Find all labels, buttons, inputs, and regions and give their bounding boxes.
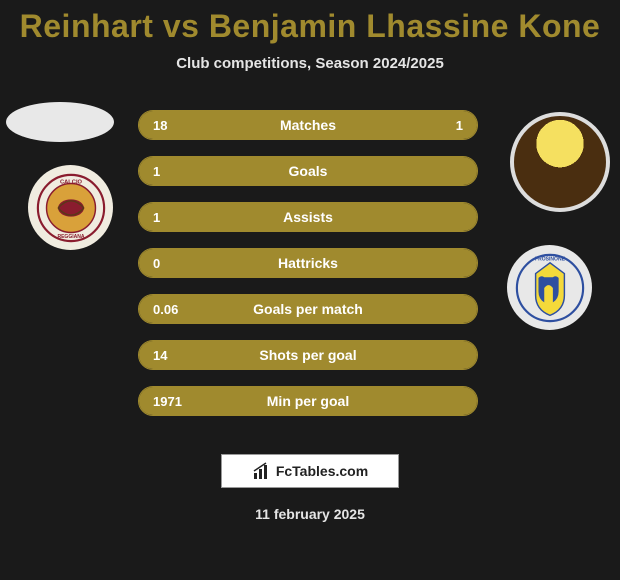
stat-row: 1Goals <box>138 156 478 186</box>
stat-row: 0.06Goals per match <box>138 294 478 324</box>
stat-label: Min per goal <box>139 393 477 409</box>
stat-label: Shots per goal <box>139 347 477 363</box>
reggiana-shield-icon: CALCIO REGGIANA <box>35 172 107 244</box>
stat-row: 18Matches1 <box>138 110 478 140</box>
stat-row: 1Assists <box>138 202 478 232</box>
stat-row: 1971Min per goal <box>138 386 478 416</box>
svg-text:REGGIANA: REGGIANA <box>57 234 84 240</box>
team-left-logo: CALCIO REGGIANA <box>28 165 113 250</box>
page-title: Reinhart vs Benjamin Lhassine Kone <box>0 0 620 45</box>
player-right-avatar <box>510 112 610 212</box>
stat-label: Assists <box>139 209 477 225</box>
stat-label: Goals <box>139 163 477 179</box>
stat-label: Hattricks <box>139 255 477 271</box>
stat-label: Matches <box>139 117 477 133</box>
stat-row: 0Hattricks <box>138 248 478 278</box>
brand-text: FcTables.com <box>276 463 368 479</box>
player-left-avatar <box>6 102 114 142</box>
stat-row: 14Shots per goal <box>138 340 478 370</box>
frosinone-shield-icon: FROSINONE <box>514 252 586 324</box>
stat-right-value: 1 <box>456 118 463 133</box>
page-subtitle: Club competitions, Season 2024/2025 <box>0 55 620 72</box>
stat-bars: 18Matches11Goals1Assists0Hattricks0.06Go… <box>138 110 478 432</box>
brand-badge: FcTables.com <box>221 454 399 488</box>
footer-date: 11 february 2025 <box>0 506 620 522</box>
svg-text:CALCIO: CALCIO <box>59 179 82 185</box>
team-right-logo: FROSINONE <box>507 245 592 330</box>
chart-icon <box>252 461 272 481</box>
svg-text:FROSINONE: FROSINONE <box>535 256 566 262</box>
stat-label: Goals per match <box>139 301 477 317</box>
